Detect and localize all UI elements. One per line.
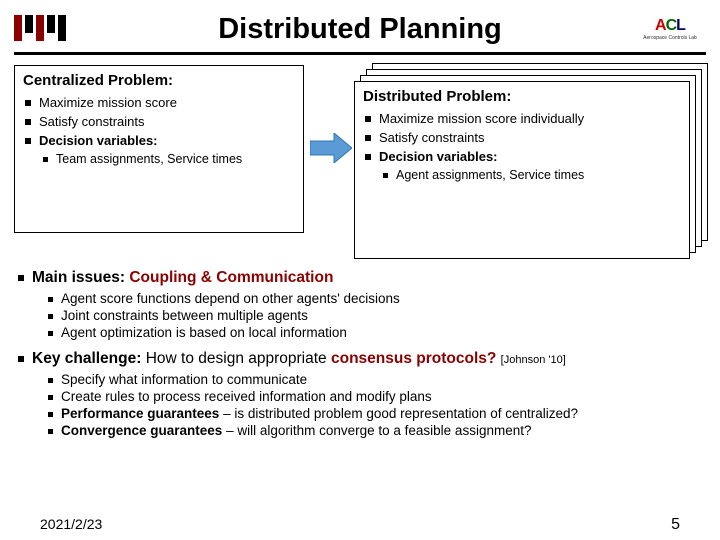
key-challenge-list: Specify what information to communicate … (48, 372, 702, 438)
footer-date: 2021/2/23 (40, 516, 102, 534)
list-item: Satisfy constraints (25, 114, 295, 129)
list-item: Joint constraints between multiple agent… (48, 308, 702, 323)
main-issues-heading: Main issues: Coupling & Communication (18, 269, 702, 287)
slide-header: Distributed Planning ACL Aerospace Contr… (0, 0, 720, 52)
list-item-sub: Team assignments, Service times (43, 152, 295, 166)
centralized-box: Centralized Problem: Maximize mission sc… (14, 65, 304, 233)
comparison-boxes: Centralized Problem: Maximize mission sc… (14, 63, 706, 263)
list-item: Decision variables: (25, 133, 295, 148)
list-item: Create rules to process received informa… (48, 389, 702, 404)
acl-logo-icon: ACL Aerospace Controls Lab (634, 11, 706, 47)
lower-content: Main issues: Coupling & Communication Ag… (0, 269, 720, 438)
list-item-sub: Agent assignments, Service times (383, 168, 681, 182)
mit-logo-icon (14, 15, 66, 43)
distributed-box: Distributed Problem: Maximize mission sc… (354, 81, 690, 259)
title-underline (14, 52, 706, 55)
main-issues-list: Agent score functions depend on other ag… (48, 291, 702, 340)
list-item: Maximize mission score individually (365, 111, 681, 126)
key-challenge-heading: Key challenge: How to design appropriate… (18, 350, 702, 368)
page-number: 5 (671, 516, 680, 534)
distributed-title: Distributed Problem: (363, 88, 681, 105)
list-item: Decision variables: (365, 149, 681, 164)
list-item: Agent score functions depend on other ag… (48, 291, 702, 306)
list-item: Maximize mission score (25, 95, 295, 110)
arrow-right-icon (310, 133, 352, 163)
list-item: Convergence guarantees – will algorithm … (48, 423, 702, 438)
list-item: Satisfy constraints (365, 130, 681, 145)
list-item: Agent optimization is based on local inf… (48, 325, 702, 340)
slide-footer: 2021/2/23 5 (0, 516, 720, 534)
list-item: Specify what information to communicate (48, 372, 702, 387)
slide-title: Distributed Planning (86, 13, 634, 46)
list-item: Performance guarantees – is distributed … (48, 406, 702, 421)
centralized-title: Centralized Problem: (23, 72, 295, 89)
